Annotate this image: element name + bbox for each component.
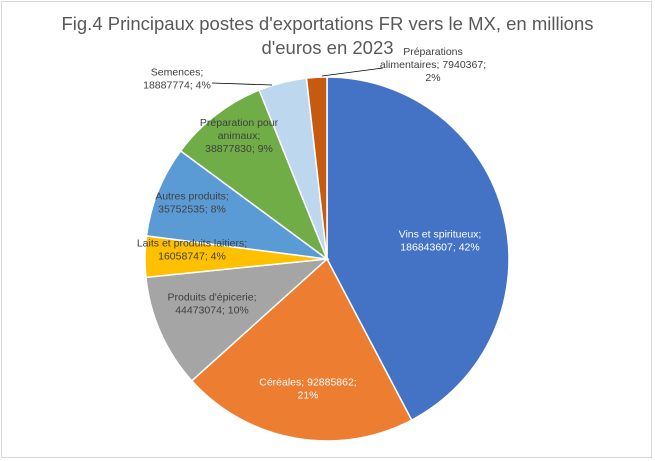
data-label-c-r-ales: Céréales; 92885862; 21% bbox=[259, 377, 357, 402]
pie-slice-pr-paration-pour-animaux bbox=[179, 89, 329, 262]
data-label-pr-paration-pour-animaux: Préparation pour animaux; 38877830; 9% bbox=[200, 117, 279, 155]
data-label-autres-produits: Autres produits; 35752535; 8% bbox=[155, 191, 229, 216]
data-label-semences: Semences; 18887774; 4% bbox=[143, 67, 211, 92]
pie-slice-c-r-ales bbox=[190, 257, 413, 442]
pie-slice-produits-d-picerie bbox=[145, 258, 330, 382]
leader-line bbox=[211, 82, 273, 86]
chart-title-line-1: Fig.4 Principaux postes d'exportations F… bbox=[61, 13, 594, 34]
data-label-laits-et-produits-laitiers: Laits et produits laitiers; 16058747; 4% bbox=[137, 238, 247, 263]
data-label-vins-et-spiritueux: Vins et spiritueux; 186843607; 42% bbox=[399, 229, 482, 254]
pie-slice-pr-parations-alimentaires bbox=[305, 76, 328, 260]
pie-slice-vins-et-spiritueux bbox=[326, 76, 510, 422]
data-label-pr-parations-alimentaires: Préparations alimentaires; 7940367; 2% bbox=[380, 46, 486, 84]
leader-line bbox=[321, 67, 384, 77]
data-label-produits-d-picerie: Produits d'épicerie; 44473074; 10% bbox=[168, 292, 257, 317]
chart-title: Fig.4 Principaux postes d'exportations F… bbox=[40, 12, 615, 60]
pie-slice-autres-produits bbox=[145, 149, 330, 261]
chart-title-line-2: d'euros en 2023 bbox=[261, 37, 394, 58]
